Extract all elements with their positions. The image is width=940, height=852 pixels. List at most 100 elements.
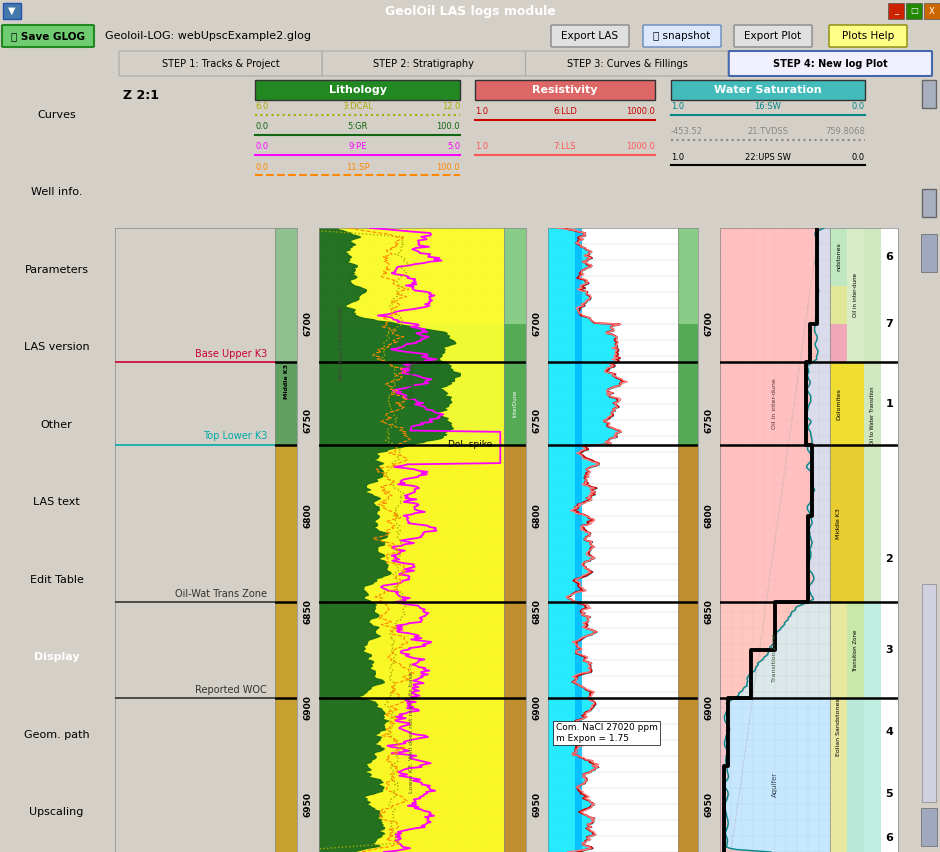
Bar: [720, 228, 830, 602]
Text: 💾 Save GLOG: 💾 Save GLOG: [11, 31, 85, 41]
Text: Dolomites: Dolomites: [836, 388, 841, 420]
Bar: [504, 362, 526, 445]
Bar: [678, 324, 698, 445]
FancyBboxPatch shape: [643, 25, 721, 47]
Bar: [921, 809, 937, 846]
Text: 6800: 6800: [704, 504, 713, 528]
FancyBboxPatch shape: [551, 25, 629, 47]
FancyBboxPatch shape: [734, 25, 812, 47]
Text: 6750: 6750: [304, 407, 312, 433]
Text: 6800: 6800: [304, 504, 312, 528]
Text: Oil-Wat Trans Zone: Oil-Wat Trans Zone: [175, 589, 267, 599]
Text: 16:SW: 16:SW: [755, 102, 781, 112]
Text: 1.0: 1.0: [671, 153, 684, 162]
Text: 6850: 6850: [532, 600, 541, 625]
Text: 1.0: 1.0: [671, 102, 684, 112]
Text: Lithology: Lithology: [328, 85, 386, 95]
Text: 6900: 6900: [704, 695, 713, 721]
Text: 6950: 6950: [304, 792, 312, 816]
Text: 100.0: 100.0: [436, 163, 460, 171]
Text: 6800: 6800: [532, 504, 541, 528]
Text: 6950: 6950: [532, 792, 541, 816]
Text: 0.0: 0.0: [852, 153, 865, 162]
Bar: [275, 362, 297, 445]
Text: 22:UPS SW: 22:UPS SW: [745, 153, 791, 162]
Text: STEP 4: New log Plot: STEP 4: New log Plot: [773, 59, 887, 69]
Text: 12.0: 12.0: [442, 102, 460, 112]
Text: Parameters: Parameters: [24, 265, 88, 274]
Text: 6700: 6700: [304, 312, 312, 337]
Text: 6: 6: [885, 252, 893, 262]
Text: 2: 2: [885, 554, 893, 564]
Bar: [275, 445, 297, 602]
Text: Upscaling: Upscaling: [29, 807, 84, 817]
Text: Resistivity: Resistivity: [532, 85, 598, 95]
Bar: [504, 445, 526, 852]
Text: 0.0: 0.0: [255, 142, 268, 152]
Bar: [922, 80, 936, 108]
Text: 6.0: 6.0: [255, 102, 268, 112]
Text: 6900: 6900: [532, 695, 541, 721]
Text: 7: 7: [885, 319, 893, 329]
Text: 📷 snapshot: 📷 snapshot: [653, 31, 711, 41]
Text: 1.0: 1.0: [475, 107, 488, 117]
Text: Top Lower K3: Top Lower K3: [203, 431, 267, 441]
Text: Water Saturation: Water Saturation: [714, 85, 822, 95]
Text: Export Plot: Export Plot: [744, 31, 802, 41]
Bar: [319, 445, 504, 852]
FancyBboxPatch shape: [119, 51, 322, 76]
Text: Oil in inter-dune: Oil in inter-dune: [853, 273, 858, 317]
Text: 0.0: 0.0: [255, 163, 268, 171]
Bar: [921, 234, 937, 272]
Text: 6900: 6900: [304, 695, 312, 721]
Text: 5: 5: [885, 790, 893, 799]
Text: 6700: 6700: [704, 312, 713, 337]
Bar: [475, 80, 655, 100]
Bar: [3, 3, 21, 19]
Text: 6950: 6950: [704, 792, 713, 816]
Text: Middle K3: Middle K3: [836, 509, 841, 539]
Text: 3:DCAL: 3:DCAL: [342, 102, 373, 112]
Text: Well shape radioactivity: Well shape radioactivity: [338, 305, 344, 381]
Text: InterDune: InterDune: [512, 390, 518, 417]
Bar: [922, 188, 936, 217]
Text: 1000.0: 1000.0: [626, 107, 655, 117]
Text: -453.52: -453.52: [671, 128, 703, 136]
Bar: [275, 602, 297, 852]
Text: _: _: [894, 7, 898, 15]
Bar: [504, 324, 526, 362]
Text: 5:GR: 5:GR: [347, 123, 368, 131]
Text: Middle K3: Middle K3: [284, 364, 289, 399]
Text: 6750: 6750: [704, 407, 713, 433]
FancyBboxPatch shape: [829, 25, 907, 47]
Text: 6750: 6750: [532, 407, 541, 433]
Bar: [888, 3, 904, 19]
Bar: [924, 3, 940, 19]
Text: STEP 1: Tracks & Project: STEP 1: Tracks & Project: [162, 59, 279, 69]
Bar: [255, 80, 460, 100]
Text: STEP 2: Stratigraphy: STEP 2: Stratigraphy: [373, 59, 475, 69]
Text: Z 2:1: Z 2:1: [123, 89, 159, 102]
Text: 6: 6: [885, 832, 893, 843]
Text: Oil to Water Transition: Oil to Water Transition: [870, 386, 875, 445]
Text: Base Upper K3: Base Upper K3: [195, 348, 267, 359]
Text: 1.0: 1.0: [475, 142, 488, 152]
Text: 6700: 6700: [532, 312, 541, 337]
Text: Well info.: Well info.: [31, 187, 82, 197]
Text: 6:LLD: 6:LLD: [553, 107, 577, 117]
Text: 0.0: 0.0: [255, 123, 268, 131]
Text: X: X: [929, 7, 935, 15]
Text: Aquifer: Aquifer: [772, 772, 778, 797]
Text: 6850: 6850: [704, 600, 713, 625]
Text: Plots Help: Plots Help: [842, 31, 894, 41]
Text: Export LAS: Export LAS: [561, 31, 619, 41]
Text: STEP 3: Curves & Fillings: STEP 3: Curves & Fillings: [567, 59, 687, 69]
Text: GeolOil LAS logs module: GeolOil LAS logs module: [384, 4, 556, 18]
Bar: [319, 228, 504, 324]
Text: Lower K3. Well does not reach its base ->: Lower K3. Well does not reach its base -…: [409, 661, 414, 793]
Text: 11:SP: 11:SP: [346, 163, 369, 171]
Text: Dol. spike: Dol. spike: [448, 440, 493, 449]
Text: 6850: 6850: [304, 600, 312, 625]
Text: 4: 4: [885, 727, 893, 737]
Text: □: □: [910, 7, 918, 15]
